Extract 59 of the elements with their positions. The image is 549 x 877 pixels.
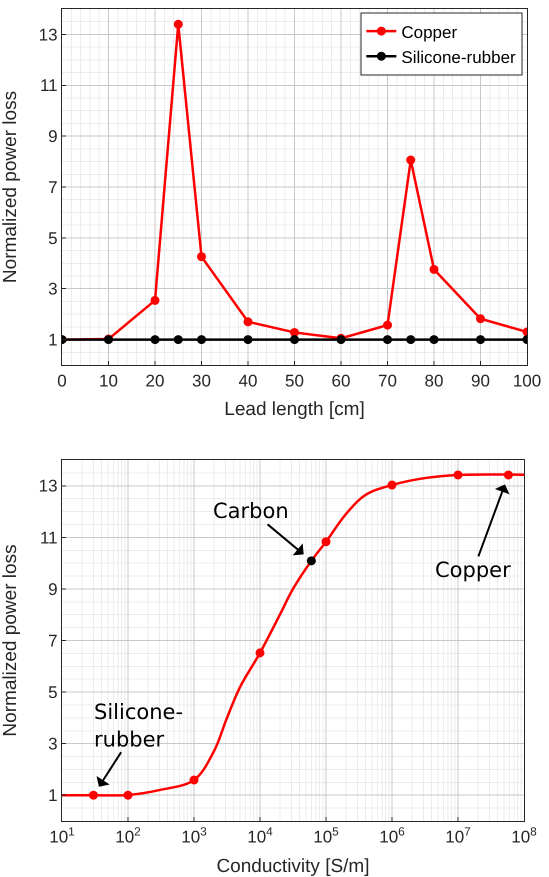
x-tick-label: 10$^{5}$ <box>313 824 340 846</box>
point <box>150 335 160 344</box>
x-tick-label: 10$^{6}$ <box>379 824 406 846</box>
y-tick-label: 3 <box>48 280 58 299</box>
point <box>476 335 485 344</box>
y-tick-label: 1 <box>48 786 58 806</box>
point <box>174 20 183 29</box>
x-tick-label: 10$^{2}$ <box>115 824 142 846</box>
x-tick-label: 10$^{4}$ <box>247 824 274 846</box>
point <box>174 335 183 344</box>
y-tick-label: 5 <box>48 683 58 702</box>
x-tick-label: 0 <box>57 371 67 390</box>
point <box>244 335 252 344</box>
point <box>244 317 252 326</box>
x-tick-label: 70 <box>378 371 397 390</box>
x-tick-label: 30 <box>192 371 211 390</box>
y-tick-label: 11 <box>40 528 58 548</box>
point <box>430 335 438 344</box>
y-tick-label: 3 <box>48 734 58 754</box>
y-tick-label: 5 <box>48 228 58 248</box>
y-tick-label: 1 <box>48 330 58 350</box>
point <box>197 335 206 344</box>
legend-label: Copper <box>401 22 458 42</box>
x-tick-label: 80 <box>424 371 444 390</box>
x-tick-label: 50 <box>285 371 304 390</box>
y-tick-label: 13 <box>38 25 58 44</box>
y-tick-label: 9 <box>48 127 58 146</box>
y-axis-title: Normalized power loss <box>0 544 21 737</box>
x-tick-label: 10$^{8}$ <box>511 824 538 846</box>
x-tick-label: 20 <box>146 371 164 390</box>
point <box>150 296 160 305</box>
x-tick-label: 10$^{3}$ <box>181 824 208 846</box>
legend-label: Silicone-rubber <box>401 48 516 67</box>
x-tick-label: 100 <box>512 371 542 390</box>
point <box>406 156 416 165</box>
y-tick-label: 7 <box>48 178 58 197</box>
x-tick-label: 10 <box>99 371 118 390</box>
annotation: Copper <box>435 558 512 582</box>
y-tick-label: 11 <box>40 76 58 96</box>
y-tick-label: 13 <box>38 476 58 496</box>
annotation: Silicone- rubber <box>94 700 184 752</box>
y-tick-label: 9 <box>48 580 58 599</box>
point <box>383 335 392 344</box>
x-axis-title: Lead length [cm] <box>224 399 365 420</box>
x-tick-label: 10$^{7}$ <box>445 824 472 846</box>
point <box>476 314 485 324</box>
x-tick-label: 10$^{1}$ <box>49 824 76 846</box>
point <box>406 335 416 344</box>
x-tick-label: 40 <box>238 371 258 390</box>
point <box>430 264 438 274</box>
point <box>383 320 392 330</box>
point <box>290 335 299 344</box>
x-axis-title: Conductivity [S/m] <box>216 856 370 877</box>
x-tick-label: 60 <box>332 371 350 390</box>
annotation: Carbon <box>213 499 289 523</box>
x-tick-label: 90 <box>471 371 490 390</box>
y-axis-title: Normalized power loss <box>0 90 21 284</box>
point <box>197 252 206 262</box>
y-tick-label: 7 <box>48 631 58 650</box>
